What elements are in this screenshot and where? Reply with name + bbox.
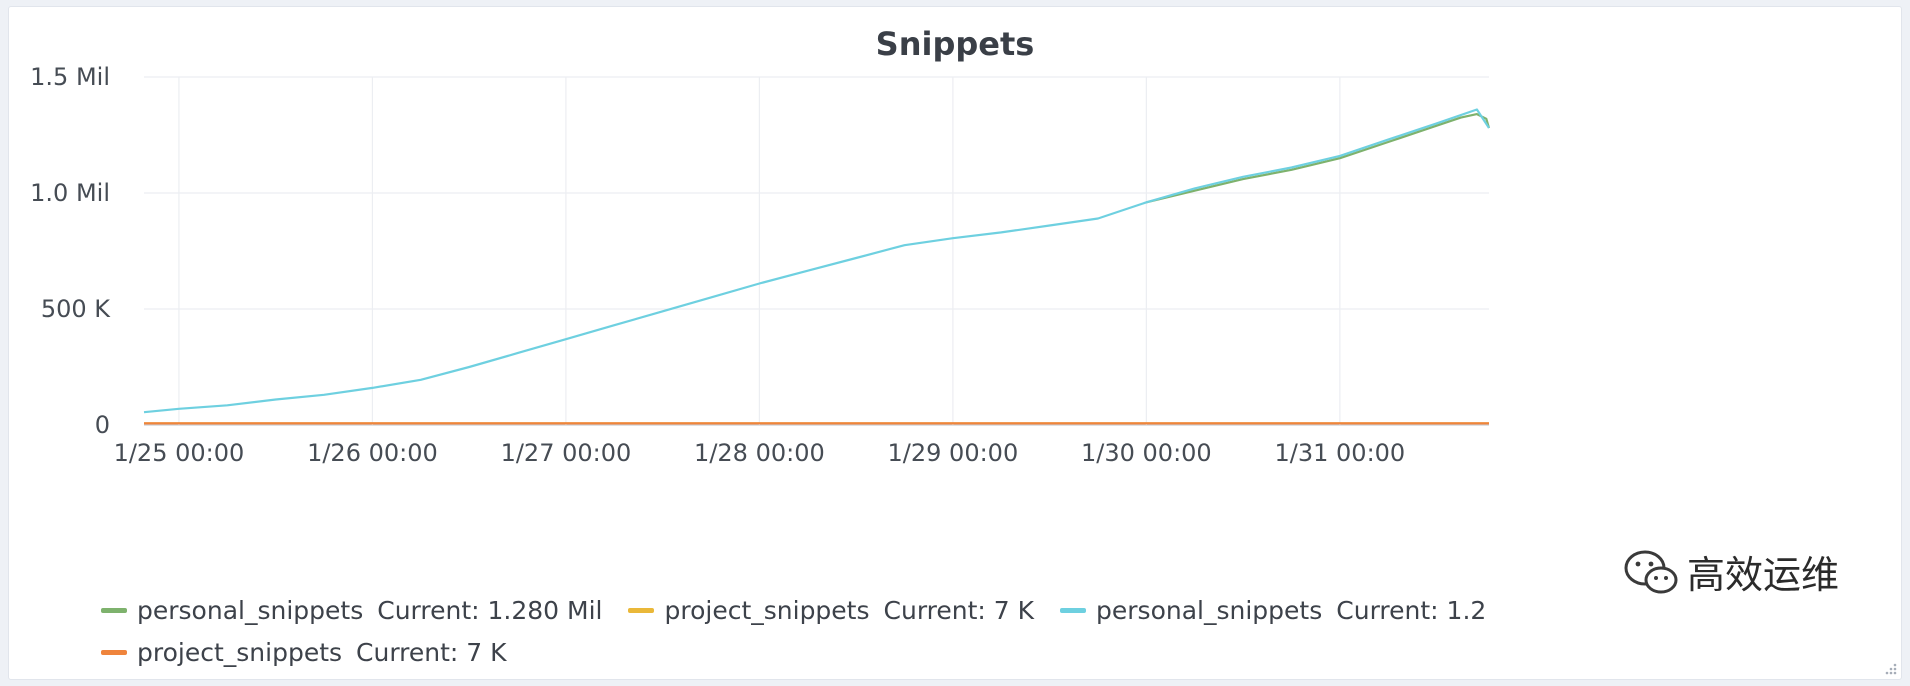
x-tick-label: 1/28 00:00 xyxy=(694,439,825,467)
graph-panel: Snippets 0 500 K 1.0 Mil 1.5 Mil 1/25 00:00… xyxy=(8,6,1902,680)
y-axis: 0 500 K 1.0 Mil 1.5 Mil xyxy=(30,63,111,439)
legend-item[interactable]: personal_snippets Current: 1.2 xyxy=(1060,596,1486,625)
legend-current-value: Current: 1.2 xyxy=(1336,595,1487,625)
legend-current-value: Current: 7 K xyxy=(883,595,1035,625)
x-tick-label: 1/31 00:00 xyxy=(1275,439,1406,467)
y-tick-label: 1.0 Mil xyxy=(30,179,110,207)
panel-title[interactable]: Snippets xyxy=(875,25,1035,63)
y-tick-label: 500 K xyxy=(41,295,111,323)
y-gridlines xyxy=(144,76,1489,426)
legend-swatch xyxy=(101,649,127,655)
legend-row: personal_snippets Current: 1.280 Mil proje… xyxy=(101,589,1601,631)
watermark-text: 高效运维 xyxy=(1686,553,1839,597)
legend-current-value: Current: 7 K xyxy=(356,637,507,667)
y-tick-label: 0 xyxy=(95,411,110,439)
legend-swatch xyxy=(101,607,127,613)
watermark: 高效运维 xyxy=(1616,542,1845,601)
legend-series-name: project_snippets xyxy=(137,637,343,667)
x-tick-label: 1/25 00:00 xyxy=(114,439,245,467)
x-tick-label: 1/30 00:00 xyxy=(1081,439,1212,467)
legend-item[interactable]: personal_snippets Current: 1.280 Mil xyxy=(101,596,602,625)
legend-item[interactable]: project_snippets Current: 7 K xyxy=(101,638,507,667)
legend-swatch xyxy=(628,607,655,613)
line-chart: 0 500 K 1.0 Mil 1.5 Mil 1/25 00:00 1/26 00:0… xyxy=(30,63,1491,467)
resize-handle-icon[interactable] xyxy=(1883,661,1897,675)
x-tick-label: 1/27 00:00 xyxy=(501,439,632,467)
series-line-personal_snippets-0[interactable] xyxy=(1146,113,1491,204)
x-tick-label: 1/26 00:00 xyxy=(307,439,438,467)
x-tick-label: 1/29 00:00 xyxy=(888,439,1019,467)
series-lines xyxy=(143,108,1491,425)
legend-item[interactable]: project_snippets Current: 7 K xyxy=(628,596,1034,625)
legend-row: project_snippets Current: 7 K xyxy=(101,631,1601,673)
legend-current-value: Current: 1.280 Mil xyxy=(377,595,603,625)
x-axis: 1/25 00:00 1/26 00:00 1/27 00:00 1/28 00:00… xyxy=(114,439,1406,467)
wechat-icon xyxy=(1624,550,1678,593)
series-line-personal_snippets-2[interactable] xyxy=(143,108,1490,414)
legend-series-name: project_snippets xyxy=(664,595,870,625)
y-tick-label: 1.5 Mil xyxy=(30,63,110,91)
legend-swatch xyxy=(1060,607,1087,613)
legend-series-name: personal_snippets xyxy=(137,595,364,625)
x-gridlines xyxy=(178,77,1341,425)
legend-series-name: personal_snippets xyxy=(1096,595,1323,625)
legend: personal_snippets Current: 1.280 Mil proje… xyxy=(101,589,1601,673)
